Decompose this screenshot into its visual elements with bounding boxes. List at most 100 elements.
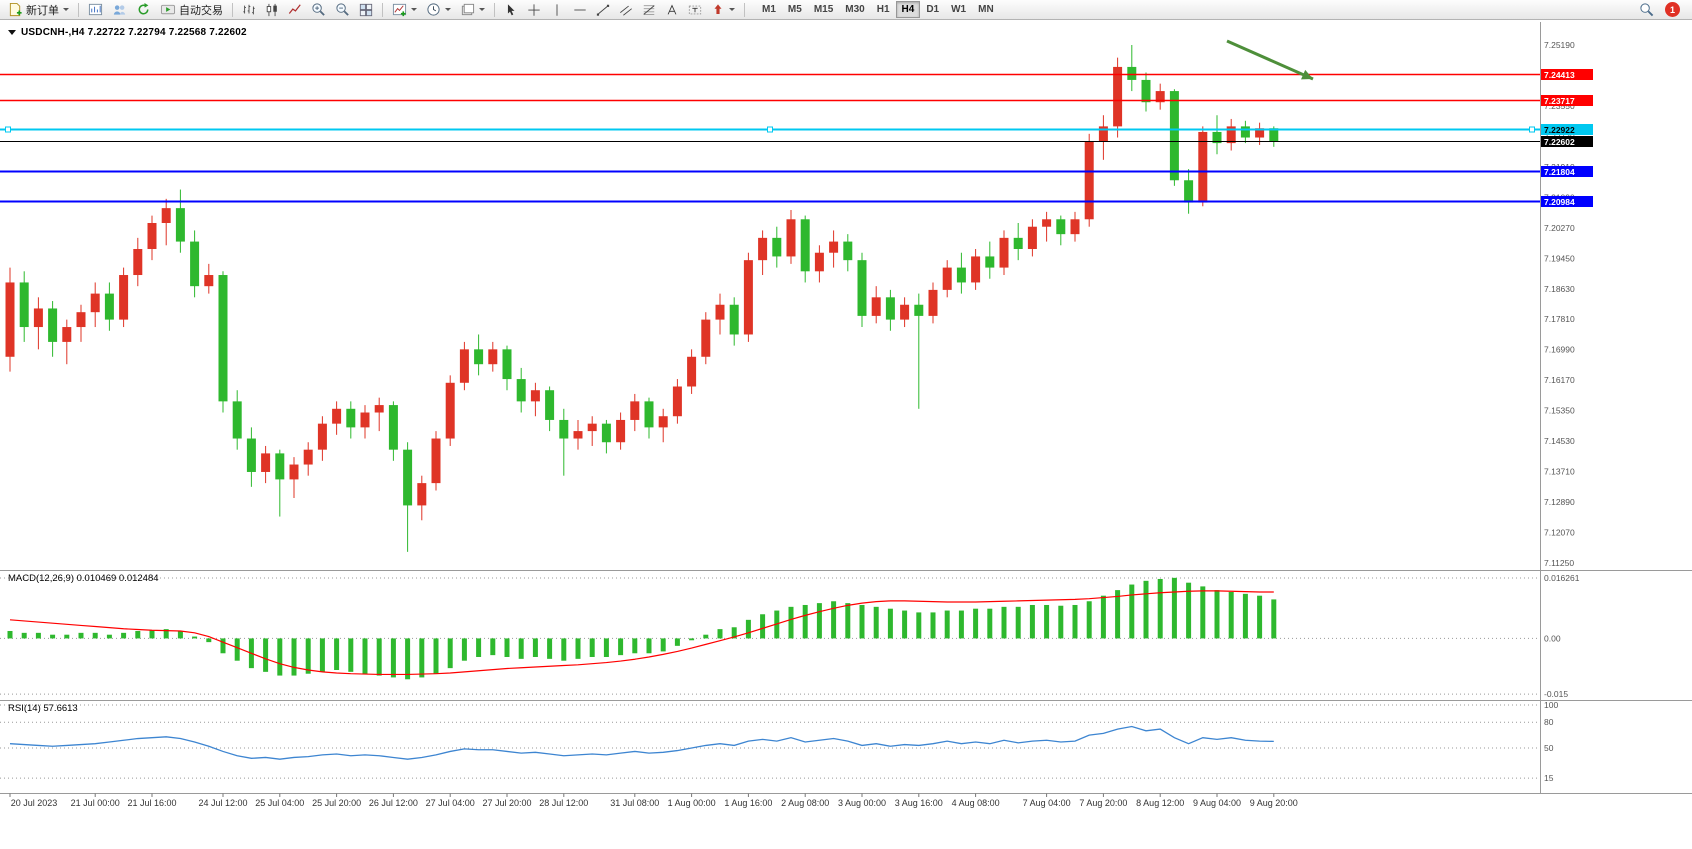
candle-body (417, 483, 427, 506)
price-tick-label: 7.13710 (1544, 467, 1575, 477)
dropdown-caret-icon (445, 8, 451, 11)
price-tick-label: 7.25190 (1544, 40, 1575, 50)
crosshair-button[interactable] (523, 1, 545, 19)
chart-ohlc-header: USDCNH-,H4 7.22722 7.22794 7.22568 7.226… (8, 27, 247, 38)
candle-body (1226, 126, 1236, 144)
macd-histogram-bar (206, 638, 212, 643)
fibonacci-icon (643, 4, 655, 15)
macd-histogram-bar (575, 638, 581, 659)
candle-body (90, 293, 100, 313)
rsi-axis-label: 50 (1544, 743, 1554, 753)
profiles-button[interactable] (108, 1, 131, 19)
candle-body (1269, 128, 1279, 142)
time-label: 9 Aug 04:00 (1193, 798, 1241, 808)
profiles-icon (113, 5, 126, 15)
macd-histogram-bar (220, 638, 226, 654)
line-handle[interactable] (5, 126, 11, 133)
macd-histogram-bar (376, 638, 382, 676)
candle-body (644, 401, 654, 428)
time-label: 3 Aug 16:00 (895, 798, 943, 808)
candle-body (5, 282, 15, 357)
arrow-shape-icon (714, 3, 722, 14)
macd-histogram-bar (1086, 601, 1092, 639)
time-label: 1 Aug 00:00 (668, 798, 716, 808)
chart-menu-arrow-icon[interactable] (8, 30, 16, 35)
bid-price-line-price-label: 7.22602 (1544, 137, 1575, 147)
indicators-button[interactable] (388, 1, 421, 19)
fibonacci-button[interactable] (638, 1, 660, 19)
zoom-in-icon (312, 3, 325, 16)
timeframe-mn-button[interactable]: MN (972, 1, 1000, 18)
indicators-icon (392, 3, 407, 17)
macd-histogram-bar (92, 632, 98, 639)
zoom-in-button[interactable] (307, 1, 330, 19)
timeframe-h1-button[interactable]: H1 (871, 1, 896, 18)
candle-body (275, 453, 285, 480)
macd-histogram-bar (1214, 590, 1220, 639)
macd-histogram-bar (433, 638, 439, 674)
price-axis[interactable]: 7.251907.243707.235507.227307.219107.210… (1544, 40, 1575, 568)
new-order-button[interactable]: 新订单 (4, 1, 73, 19)
refresh-button[interactable] (132, 1, 155, 19)
templates-button[interactable] (456, 1, 489, 19)
trend-arrow[interactable] (1226, 39, 1314, 81)
line-handle[interactable] (1529, 126, 1535, 133)
text-button[interactable] (661, 1, 683, 19)
macd-histogram-bar (149, 630, 155, 639)
line-handle[interactable] (767, 126, 773, 133)
time-label: 7 Aug 04:00 (1023, 798, 1071, 808)
trendline-button[interactable] (592, 1, 614, 19)
search-button[interactable] (1635, 1, 1658, 19)
panel-separators (0, 22, 1692, 794)
zoom-out-button[interactable] (331, 1, 354, 19)
cursor-button[interactable] (500, 1, 522, 19)
time-axis[interactable]: 20 Jul 2023 21 Jul 00:00 21 Jul 16:00 24 Ju… (9, 793, 1298, 809)
macd-histogram-bar (973, 608, 979, 639)
auto-trading-button[interactable]: 自动交易 (156, 1, 227, 19)
macd-histogram-bar (1143, 580, 1149, 639)
bar-chart-button[interactable] (238, 1, 260, 19)
macd-histogram-bar (802, 604, 808, 639)
macd-histogram-bar (944, 610, 950, 639)
search-icon (1640, 3, 1654, 17)
macd-histogram-bar (987, 608, 993, 639)
trend-arrow-line[interactable] (1226, 39, 1314, 81)
macd-indicator-label: MACD(12,26,9) 0.010469 0.012484 (8, 573, 159, 584)
candle-body (346, 408, 356, 428)
text-label-button[interactable] (684, 1, 706, 19)
time-label: 21 Jul 16:00 (127, 798, 176, 808)
channel-button[interactable] (615, 1, 637, 19)
timeframe-w1-button[interactable]: W1 (945, 1, 972, 18)
clock-icon (427, 3, 440, 16)
vertical-line-button[interactable] (546, 1, 568, 19)
candle-body (474, 349, 484, 365)
timeframe-m1-button[interactable]: M1 (756, 1, 782, 18)
candle-body (1155, 91, 1165, 103)
charts-window-button[interactable] (84, 1, 107, 19)
timeframe-m15-button[interactable]: M15 (808, 1, 839, 18)
macd-histogram-bar (674, 638, 680, 646)
line-chart-button[interactable] (284, 1, 306, 19)
candlestick-chart-button[interactable] (261, 1, 283, 19)
candle-body (1098, 126, 1108, 142)
dropdown-caret-icon (479, 8, 485, 11)
auto-trading-label: 自动交易 (179, 4, 223, 17)
macd-histogram-bar (135, 630, 141, 639)
notifications-badge[interactable]: 1 (1665, 2, 1680, 17)
timeframe-d1-button[interactable]: D1 (920, 1, 945, 18)
time-label: 8 Aug 12:00 (1136, 798, 1184, 808)
horizontal-line-button[interactable] (569, 1, 591, 19)
channel-icon (620, 5, 632, 16)
tile-windows-button[interactable] (355, 1, 377, 19)
vertical-line-icon (556, 3, 558, 16)
timeframe-m30-button[interactable]: M30 (839, 1, 870, 18)
timeframe-m5-button[interactable]: M5 (782, 1, 808, 18)
time-label: 27 Jul 20:00 (482, 798, 531, 808)
macd-axis-label: 0.016261 (1544, 573, 1580, 583)
periods-button[interactable] (422, 1, 455, 19)
arrows-tool-button[interactable] (707, 1, 739, 19)
timeframe-h4-button[interactable]: H4 (895, 1, 921, 18)
time-label: 20 Jul 2023 (11, 798, 58, 808)
